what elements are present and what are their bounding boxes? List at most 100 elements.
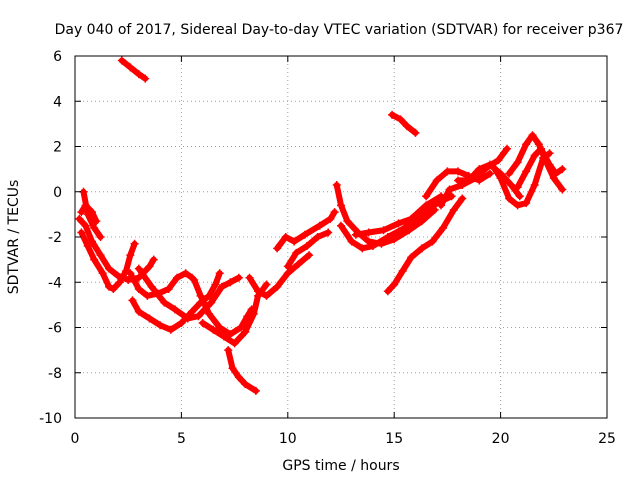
x-axis-label: GPS time / hours (282, 458, 399, 474)
data-point (528, 131, 537, 140)
data-point (224, 346, 233, 355)
data-point (428, 237, 437, 246)
data-point (449, 205, 458, 214)
data-point (77, 228, 86, 237)
series-line (118, 57, 149, 82)
data-point (205, 309, 214, 318)
data-point (249, 309, 258, 318)
data-point (143, 291, 152, 300)
series-arc-y (513, 144, 567, 192)
data-point (388, 110, 397, 119)
data-point (283, 262, 292, 271)
data-point (126, 269, 135, 278)
y-tick-label: 6 (53, 49, 62, 65)
series-line (78, 229, 138, 292)
y-tick-label: -8 (48, 366, 62, 382)
data-point (105, 264, 114, 273)
data-point (75, 214, 84, 223)
data-point (454, 176, 463, 185)
data-point (464, 176, 473, 185)
data-point (505, 194, 514, 203)
series-line (78, 202, 100, 225)
data-point (241, 328, 250, 337)
series-arc-n (117, 56, 150, 83)
y-tick-label: -10 (39, 411, 62, 427)
data-point (294, 260, 303, 269)
data-point (417, 244, 426, 253)
data-point (488, 160, 497, 169)
data-point (432, 176, 441, 185)
data-point (83, 242, 92, 251)
data-point (290, 237, 299, 246)
data-point (305, 251, 314, 260)
data-point (126, 251, 135, 260)
data-point (98, 269, 107, 278)
data-point (396, 115, 405, 124)
y-tick-label: -4 (48, 275, 62, 291)
data-point (234, 273, 243, 282)
data-point (515, 192, 524, 201)
data-point (545, 149, 554, 158)
series-arc-j (224, 346, 260, 395)
data-point (198, 318, 207, 327)
data-point (130, 239, 139, 248)
series-arc-s (388, 110, 420, 137)
data-point (105, 282, 114, 291)
data-point (115, 278, 124, 287)
data-point (315, 221, 324, 230)
data-point (368, 242, 377, 251)
data-point (90, 223, 99, 232)
x-tick-label: 5 (177, 431, 186, 447)
data-point (145, 262, 154, 271)
data-point (215, 323, 224, 332)
series-arc-i (198, 280, 271, 348)
grid-layer (75, 56, 607, 418)
data-point (292, 248, 301, 257)
data-point (273, 244, 282, 253)
x-tick-label: 10 (279, 431, 297, 447)
data-point (177, 318, 186, 327)
data-point (390, 280, 399, 289)
chart-title: Day 040 of 2017, Sidereal Day-to-day VTE… (55, 22, 624, 38)
data-point (109, 285, 118, 294)
series-arc-p (337, 192, 456, 253)
series-arc-d (77, 201, 101, 226)
data-point (494, 156, 503, 165)
data-point (324, 228, 333, 237)
data-point (454, 167, 463, 176)
series-line (191, 277, 255, 338)
series-arc-g (134, 264, 243, 323)
data-point (443, 167, 452, 176)
series-arc-x (505, 131, 567, 194)
data-point (156, 321, 165, 330)
data-point (522, 140, 531, 149)
series-arc-q (351, 192, 446, 239)
data-point (234, 373, 243, 382)
series-line (389, 111, 419, 136)
data-point (407, 253, 416, 262)
data-point (149, 255, 158, 264)
data-point (485, 169, 494, 178)
data-point (351, 230, 360, 239)
data-point (254, 287, 263, 296)
data-point (134, 307, 143, 316)
data-point (251, 386, 260, 395)
data-point (160, 298, 169, 307)
y-tick-label: 0 (53, 185, 62, 201)
data-point (337, 221, 345, 230)
data-point (313, 233, 322, 241)
data-point (88, 208, 97, 217)
y-tick-label: 4 (53, 94, 62, 110)
series-arc-k (245, 251, 314, 300)
data-point (513, 201, 522, 210)
x-tick-label: 20 (492, 431, 510, 447)
data-point (134, 285, 143, 294)
y-tick-label: 2 (53, 140, 62, 156)
data-point (411, 128, 420, 137)
data-point (226, 278, 235, 287)
data-point (164, 285, 173, 294)
data-point (134, 273, 143, 282)
data-point (88, 237, 97, 246)
data-point (530, 180, 539, 189)
data-point (343, 217, 352, 226)
